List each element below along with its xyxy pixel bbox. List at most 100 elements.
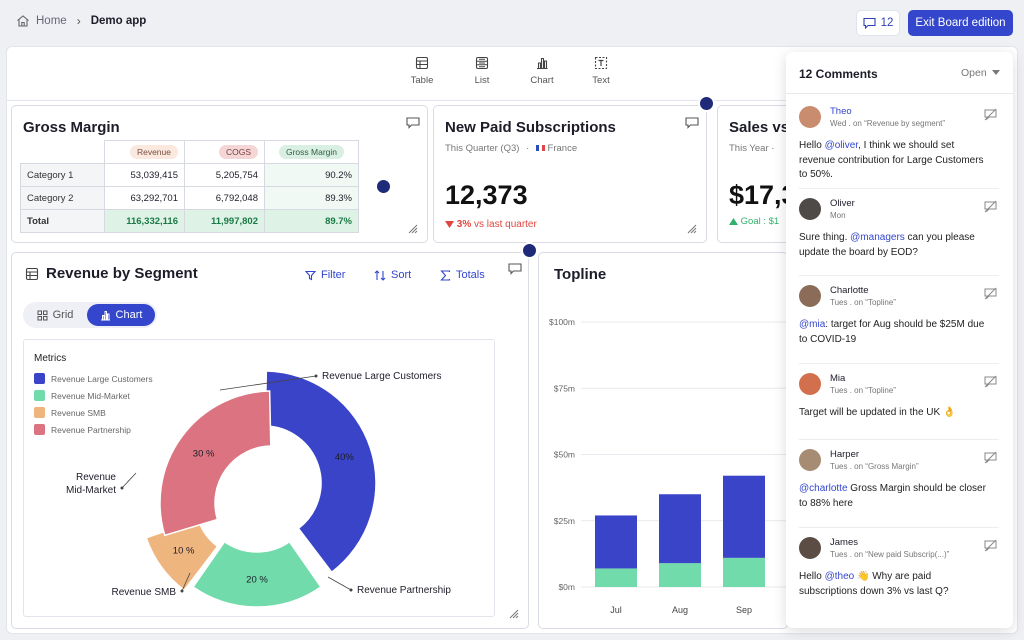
resize-handle-icon[interactable]	[408, 224, 418, 234]
mention-link[interactable]: @managers	[850, 232, 905, 243]
column-header-gross-margin[interactable]: Gross Margin	[264, 140, 359, 164]
bar-chart-icon	[100, 310, 110, 320]
avatar	[799, 537, 821, 559]
comment-marker[interactable]	[375, 178, 392, 195]
tool-chart[interactable]: Chart	[522, 56, 562, 86]
legend-title: Metrics	[34, 353, 67, 364]
cell-gross-margin[interactable]: 90.2%	[264, 163, 359, 187]
revenue-segment-title: Revenue by Segment	[46, 265, 198, 282]
topline-bar-chart: $0m $25m $50m $75m $100m Jul Aug Sep	[549, 317, 787, 615]
top-bar: Home › Demo app 12 Exit Board edition	[0, 0, 1024, 46]
mention-link[interactable]: @mia	[799, 319, 826, 330]
tool-list-label: List	[474, 75, 490, 86]
legend-item[interactable]: Revenue SMB	[34, 407, 106, 418]
comment-text: Target will be updated in the UK 👌	[799, 406, 989, 421]
callout-marker	[180, 589, 184, 593]
legend-item[interactable]: Revenue Partnership	[34, 424, 131, 435]
bar-segment[interactable]	[595, 568, 637, 587]
view-grid-button[interactable]: Grid	[25, 304, 85, 326]
breadcrumb-home[interactable]: Home	[36, 15, 67, 27]
callout-line	[121, 472, 137, 489]
exit-board-edition-button[interactable]: Exit Board edition	[908, 10, 1013, 36]
comment-icon[interactable]	[508, 263, 522, 275]
bar-chart-icon	[537, 57, 548, 70]
mention-link[interactable]: @oliver	[824, 140, 859, 151]
comment-meta: Wed . on “Revenue by segment”	[830, 119, 946, 128]
legend-item[interactable]: Revenue Large Customers	[34, 373, 153, 384]
topline-title: Topline	[554, 266, 607, 283]
pie-callout-label: Mid-Market	[66, 485, 116, 496]
comment-text-part: Hello	[799, 571, 825, 582]
cell-revenue[interactable]: 53,039,415	[104, 163, 185, 187]
comment-icon[interactable]	[406, 117, 420, 129]
pie-slice[interactable]	[159, 390, 272, 537]
view-chart-button[interactable]: Chart	[87, 304, 155, 326]
pie-slice[interactable]	[145, 518, 219, 592]
comment-item[interactable]: Oliver Mon Sure thing. @managers can you p…	[799, 198, 999, 278]
sales-goal: Goal : $1	[729, 216, 779, 227]
resolve-comment-icon[interactable]	[984, 200, 997, 213]
column-header-revenue[interactable]: Revenue	[104, 140, 185, 164]
text-icon	[594, 56, 608, 70]
avatar	[799, 106, 821, 128]
bar-segment[interactable]	[659, 563, 701, 587]
comment-text-part: Hello	[799, 140, 825, 151]
sort-button[interactable]: Sort	[374, 269, 411, 281]
topline-card[interactable]: Topline $0m $25m $50m $75m $100m Jul Aug Sep	[538, 252, 788, 629]
resolve-comment-icon[interactable]	[984, 108, 997, 121]
tool-table[interactable]: Table	[402, 56, 442, 86]
callout-line	[327, 576, 352, 591]
table-total-row: Total 116,332,116 11,997,802 89.7%	[20, 209, 359, 233]
comment-icon[interactable]	[685, 117, 699, 129]
bar-segment[interactable]	[723, 475, 765, 558]
resize-handle-icon[interactable]	[687, 224, 697, 234]
mention-link[interactable]: @charlotte	[799, 483, 848, 494]
pie-slice[interactable]	[192, 540, 322, 608]
column-header-cogs[interactable]: COGS	[184, 140, 265, 164]
resize-handle-icon[interactable]	[509, 609, 519, 619]
sigma-icon	[440, 269, 451, 281]
comment-item[interactable]: Charlotte Tues . on “Topline” @mia: target…	[799, 285, 999, 365]
comment-item[interactable]: James Tues . on “New paid Subscrip(...)” H…	[799, 537, 999, 617]
bar-segment[interactable]	[723, 557, 765, 587]
gross-margin-card[interactable]: Gross Margin Revenue COGS Gross Margin C…	[11, 105, 428, 243]
row-label: Category 2	[20, 186, 105, 210]
cell-revenue[interactable]: 63,292,701	[104, 186, 185, 210]
tool-list[interactable]: List	[462, 56, 502, 86]
comment-item[interactable]: Harper Tues . on “Gross Margin” @charlotte…	[799, 449, 999, 529]
cell-cogs[interactable]: 6,792,048	[184, 186, 265, 210]
bar-segment[interactable]	[595, 515, 637, 569]
comment-meta: Mon	[830, 211, 846, 220]
resolve-comment-icon[interactable]	[984, 287, 997, 300]
totals-button[interactable]: Totals	[440, 269, 485, 281]
cell-gross-margin[interactable]: 89.3%	[264, 186, 359, 210]
legend-swatch	[34, 407, 45, 418]
comment-text-part: Gross Margin should be closer to 88% her…	[799, 483, 986, 509]
tool-text[interactable]: Text	[581, 56, 621, 86]
home-icon[interactable]	[16, 14, 30, 28]
legend-item[interactable]: Revenue Mid-Market	[34, 390, 130, 401]
bar-segment[interactable]	[659, 494, 701, 564]
callout-line	[219, 375, 317, 391]
subscriptions-card[interactable]: New Paid Subscriptions This Quarter (Q3)…	[433, 105, 707, 243]
resolve-comment-icon[interactable]	[984, 451, 997, 464]
y-tick-label: $75m	[554, 383, 575, 393]
subscriptions-subtitle: This Quarter (Q3) · France	[445, 143, 577, 154]
comment-marker[interactable]	[698, 95, 715, 112]
comment-item[interactable]: Theo Wed . on “Revenue by segment” Hello @…	[799, 106, 999, 186]
resolve-comment-icon[interactable]	[984, 539, 997, 552]
comment-text-part: Sure thing.	[799, 232, 851, 243]
total-label: Total	[20, 209, 105, 233]
resolve-comment-icon[interactable]	[984, 375, 997, 388]
comment-marker[interactable]	[521, 242, 538, 259]
comments-toggle-button[interactable]: 12	[856, 10, 900, 36]
pie-slice[interactable]	[264, 370, 377, 574]
mention-link[interactable]: @theo	[824, 571, 855, 582]
comment-item[interactable]: Mia Tues . on “Topline” Target will be upd…	[799, 373, 999, 453]
pie-callout-label: Revenue Partnership	[357, 585, 451, 596]
filter-button[interactable]: Filter	[305, 269, 345, 281]
comments-filter-dropdown[interactable]: Open	[961, 67, 1000, 79]
cell-cogs[interactable]: 5,205,754	[184, 163, 265, 187]
comment-text: Hello @oliver, I think we should set rev…	[799, 139, 989, 183]
list-icon	[475, 56, 489, 70]
